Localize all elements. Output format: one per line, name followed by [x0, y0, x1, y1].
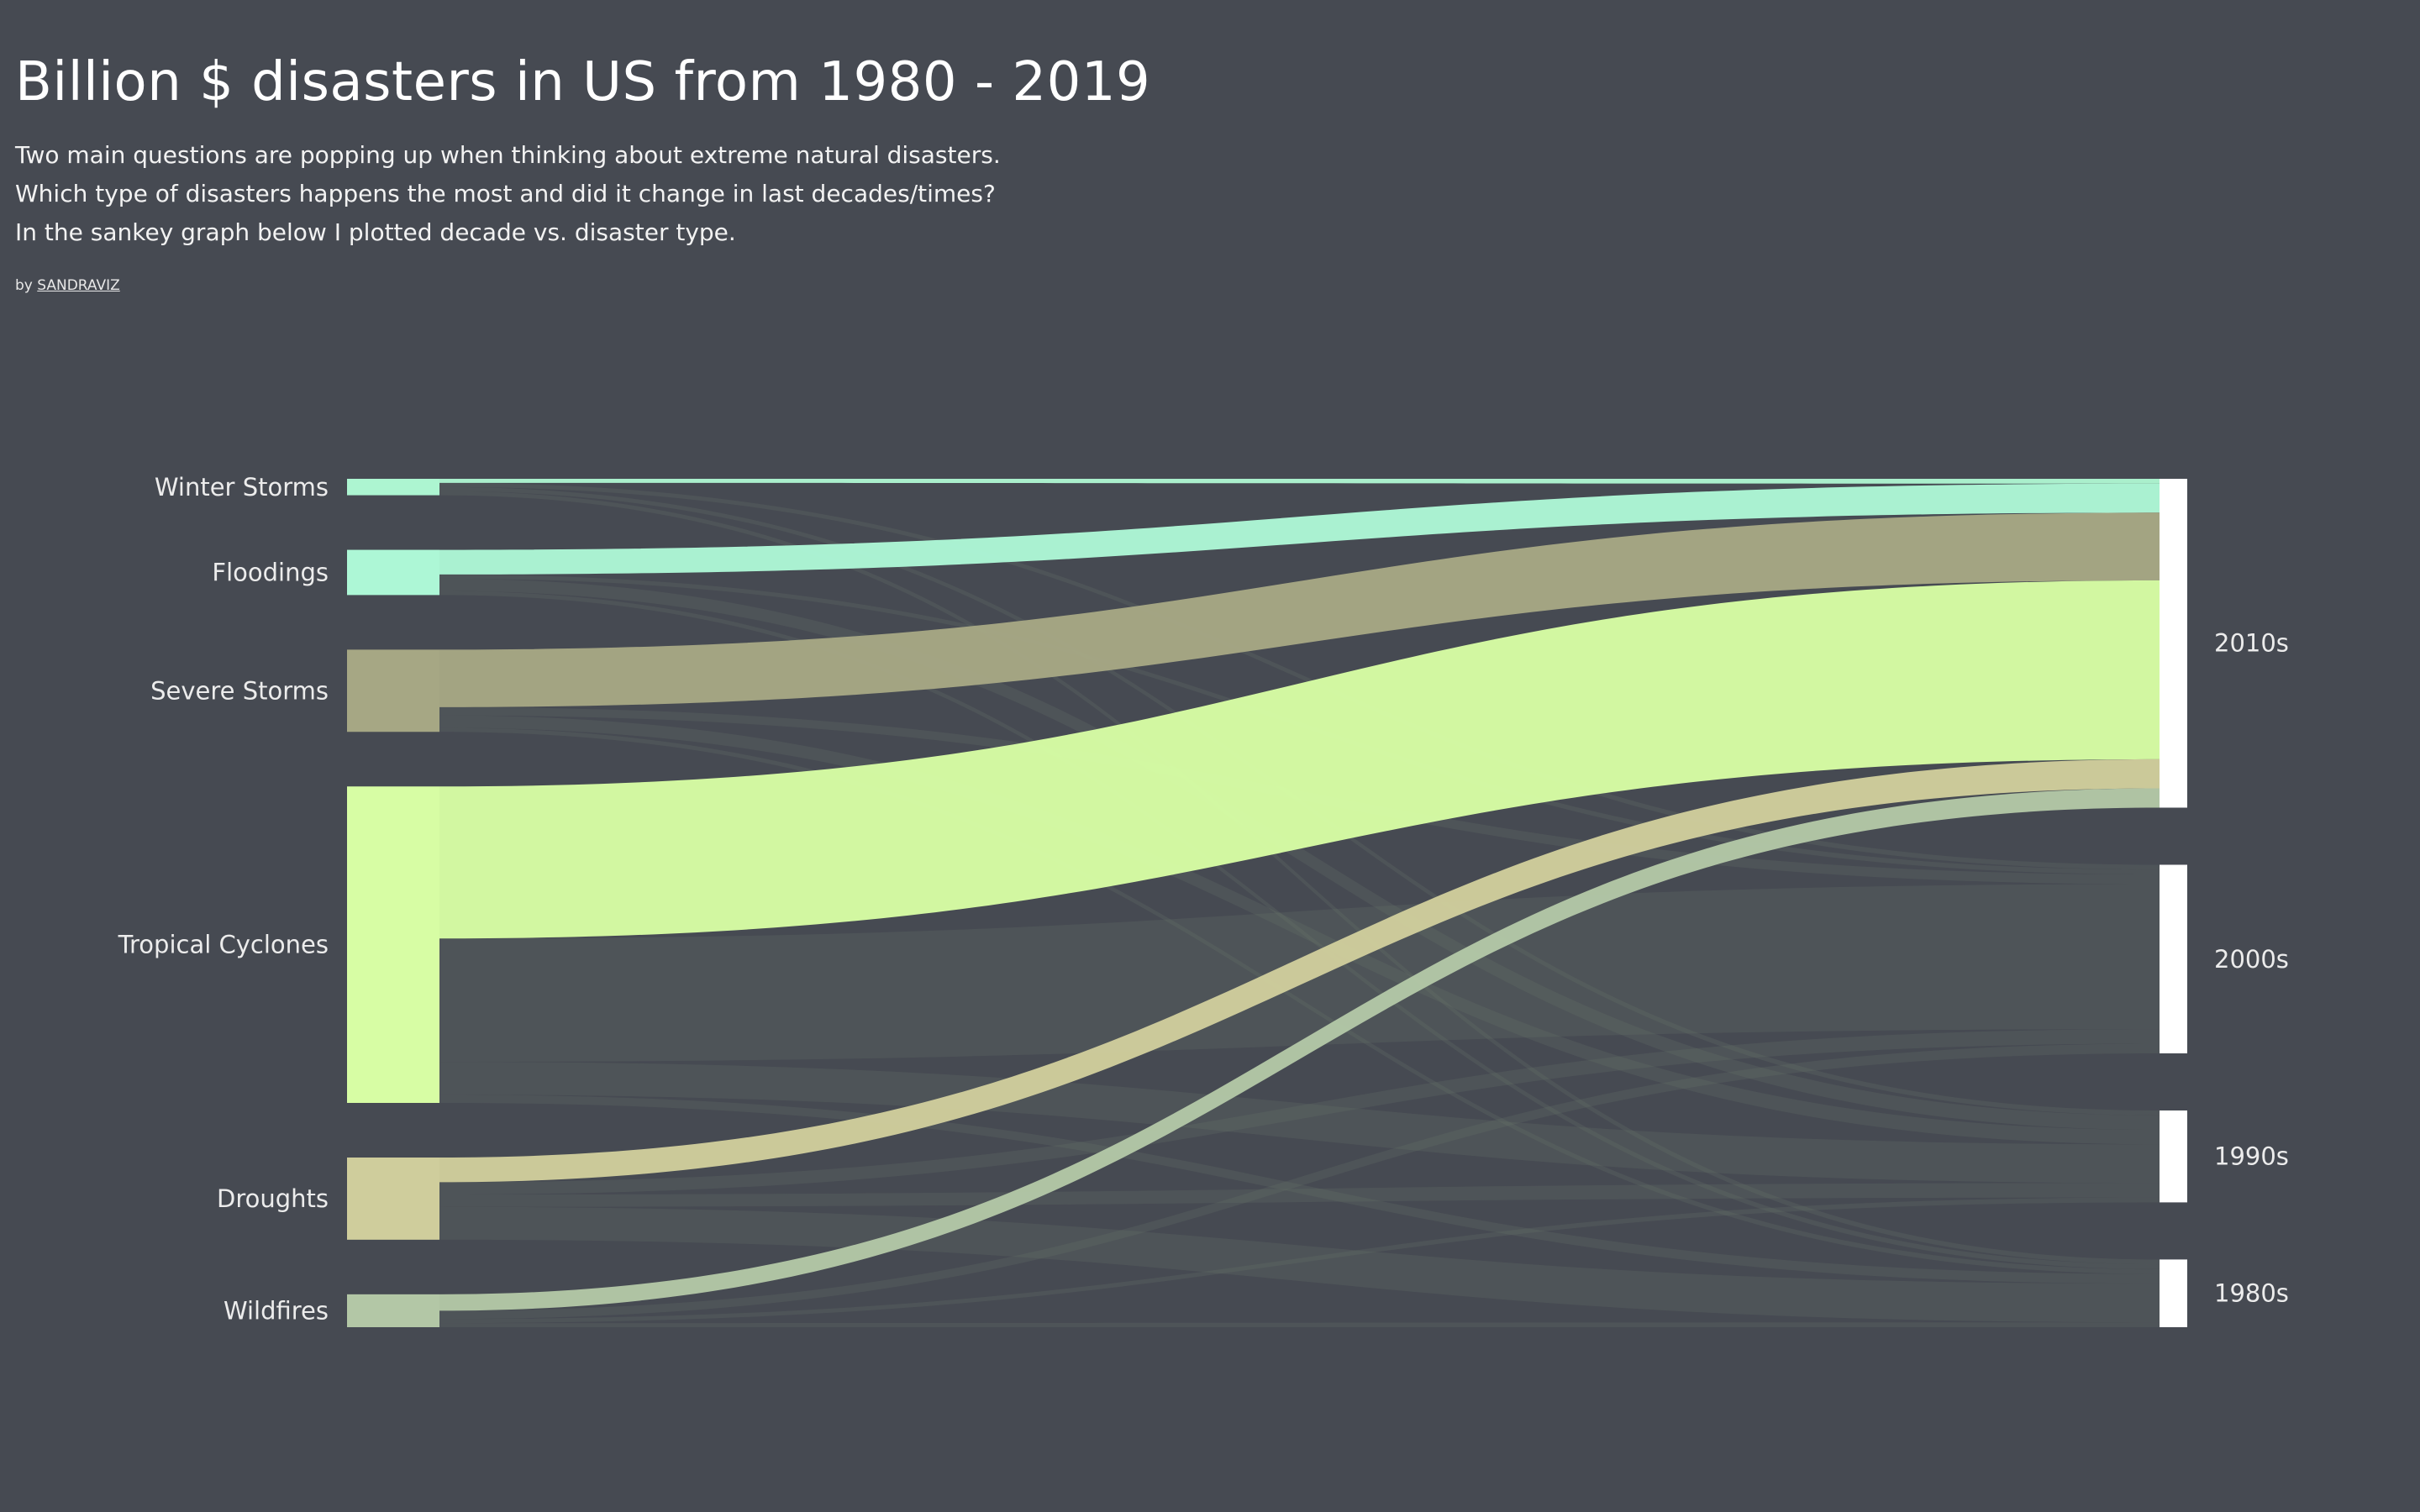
link-wildfires-to-2000s[interactable]	[439, 1043, 2160, 1320]
chart-title: Billion $ disasters in US from 1980 - 20…	[15, 51, 1151, 113]
author-link[interactable]: SANDRAVIZ	[37, 277, 120, 294]
source-label-severe-storms: Severe Storms	[150, 676, 329, 705]
target-node-2010s[interactable]	[2160, 479, 2187, 808]
link-wildfires-to-1990s[interactable]	[439, 1197, 2160, 1324]
source-label-wildfires: Wildfires	[224, 1296, 329, 1325]
link-floodings-to-1990s[interactable]	[439, 578, 2160, 1131]
source-node-floodings[interactable]	[347, 549, 439, 596]
link-severe-storms-to-1980s[interactable]	[439, 727, 2160, 1274]
link-wildfires-to-2010s[interactable]	[439, 788, 2160, 1311]
link-floodings-to-1980s[interactable]	[439, 591, 2160, 1269]
source-label-winter-storms: Winter Storms	[155, 473, 329, 501]
link-winter-storms-to-2000s[interactable]	[439, 482, 2160, 870]
sankey-labels: Winter Storms Floodings Severe Storms Tropi…	[118, 473, 2289, 1326]
link-droughts-to-2000s[interactable]	[439, 1029, 2160, 1195]
link-wildfires-to-1980s[interactable]	[439, 1322, 2160, 1327]
link-droughts-to-1990s[interactable]	[439, 1183, 2160, 1207]
link-severe-storms-to-2010s[interactable]	[439, 512, 2160, 707]
sankey-links	[439, 479, 2160, 1327]
link-tropical-cyclones-to-1990s[interactable]	[439, 1062, 2160, 1184]
source-label-tropical-cyclones: Tropical Cyclones	[118, 931, 329, 959]
target-label-1980s: 1980s	[2214, 1279, 2289, 1308]
target-node-1980s[interactable]	[2160, 1259, 2187, 1327]
source-label-droughts: Droughts	[217, 1184, 329, 1213]
link-severe-storms-to-1990s[interactable]	[439, 715, 2160, 1145]
link-winter-storms-to-2010s[interactable]	[439, 479, 2160, 484]
target-node-2000s[interactable]	[2160, 864, 2187, 1054]
target-label-1990s: 1990s	[2214, 1142, 2289, 1171]
link-tropical-cyclones-to-2010s[interactable]	[439, 580, 2160, 939]
source-node-wildfires[interactable]	[347, 1294, 439, 1327]
byline-prefix: by	[15, 277, 33, 294]
description-line-2: Which type of disasters happens the most…	[15, 180, 996, 207]
link-droughts-to-1980s[interactable]	[439, 1206, 2160, 1323]
source-node-severe-storms[interactable]	[347, 649, 439, 732]
sankey-nodes	[347, 479, 2187, 1327]
link-floodings-to-2010s[interactable]	[439, 483, 2160, 575]
source-node-tropical-cyclones[interactable]	[347, 786, 439, 1103]
target-label-2000s: 2000s	[2214, 945, 2289, 974]
link-tropical-cyclones-to-1980s[interactable]	[439, 1095, 2160, 1284]
link-winter-storms-to-1980s[interactable]	[439, 491, 2160, 1265]
source-node-droughts[interactable]	[347, 1158, 439, 1240]
target-label-2010s: 2010s	[2214, 629, 2289, 658]
description-line-1: Two main questions are popping up when t…	[15, 141, 1001, 169]
byline: by SANDRAVIZ	[15, 277, 1276, 294]
target-node-1990s[interactable]	[2160, 1110, 2187, 1203]
source-label-floodings: Floodings	[212, 558, 329, 586]
chart-header: Billion $ disasters in US from 1980 - 20…	[15, 47, 1276, 294]
link-droughts-to-2010s[interactable]	[439, 759, 2160, 1183]
description-line-3: In the sankey graph below I plotted deca…	[15, 218, 736, 246]
source-node-winter-storms[interactable]	[347, 479, 439, 496]
